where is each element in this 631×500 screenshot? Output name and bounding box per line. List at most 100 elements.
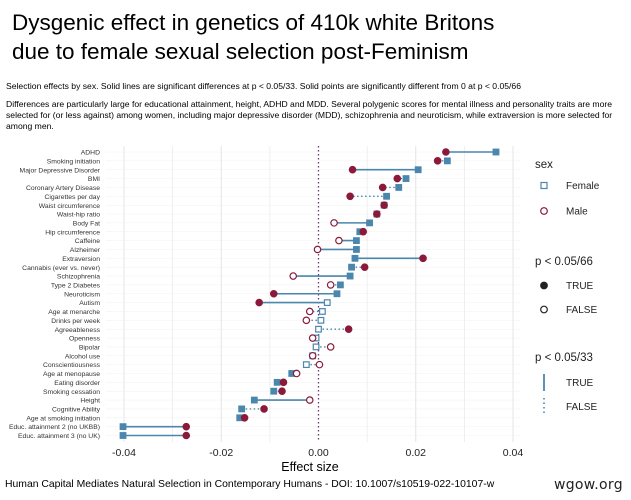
female-point [353,246,360,253]
category-label: Waist circumference [39,203,101,210]
category-label: Bipolar [79,345,101,352]
male-point [255,298,263,307]
legend-point-false-swatch [540,305,548,314]
category-label: Age at menarche [48,309,100,316]
female-point [492,148,500,156]
legend-female-label: Female [566,181,600,192]
legend-point-true-swatch [540,281,548,290]
legend-male-label: Male [566,207,588,218]
male-point [269,289,278,298]
male-point [359,227,368,236]
male-point [260,405,268,413]
male-point [393,174,402,183]
category-label: Hip circumference [45,229,100,236]
category-label: Schizophrenia [57,274,100,281]
female-point [336,281,344,289]
legend-male-swatch [540,207,548,215]
grid-lines [106,146,520,442]
legend-point-title: p < 0.05/66 [535,256,593,268]
category-label: Coronary Artery Disease [26,185,100,192]
female-point [443,157,451,165]
male-point [360,263,369,271]
citation: Human Capital Mediates Natural Selection… [5,479,495,490]
category-label: Caffeine [75,238,100,245]
category-label: BMI [88,176,100,183]
male-point [279,378,288,387]
category-label: Educ. attainment 2 (no UKBB) [9,424,100,431]
category-label: Neuroticism [64,291,100,298]
female-point [312,343,320,351]
female-point [318,308,326,315]
male-point [335,236,343,245]
female-point [270,387,278,395]
female-point [317,316,325,324]
watermark: wgow.org [554,477,623,493]
category-label: Alcohol use [65,353,100,360]
male-point [182,422,191,431]
male-point [302,316,311,325]
category-label: Agreeableness [55,327,101,334]
category-label: Openness [69,336,101,343]
male-point [330,219,338,227]
category-label: Smoking initiation [47,158,100,165]
female-point [353,237,360,244]
category-label: Educ. attainment 3 (no UK) [18,433,100,440]
category-label: Age at smoking initiation [26,415,100,422]
male-point [182,431,191,440]
male-point [315,360,324,369]
male-point [326,343,335,351]
female-point [119,432,127,439]
female-point [348,263,355,271]
legend-point-true-label: TRUE [566,281,594,292]
category-label: Conscientiousness [43,362,101,369]
subtitle-line-1: Selection effects by sex. Solid lines ar… [6,81,521,91]
male-point [240,413,249,422]
female-point [414,166,422,174]
category-label: Height [80,398,100,405]
subtitle-line-2: Differences are particularly large for e… [6,99,613,131]
legend-point-false-label: FALSE [566,305,597,316]
male-point [344,325,353,333]
female-point [273,378,281,386]
male-point [346,192,354,201]
female-point [238,405,246,413]
female-point [383,192,390,200]
x-tick-labels: -0.04 -0.02 0.00 0.02 0.04 [112,447,523,459]
category-label: Major Depressive Disorder [20,167,101,174]
category-label: Drinks per week [51,318,100,325]
male-point [380,201,388,209]
male-point [292,369,301,378]
female-point [346,272,354,280]
category-label: Smoking cessation [43,389,100,396]
category-label: Type 2 Diabetes [51,282,101,289]
x-tick-label: -0.04 [112,447,136,459]
female-point [351,254,359,262]
category-label: Age at menopause [43,371,100,378]
female-point [395,184,403,191]
category-label: Eating disorder [54,380,100,387]
male-point [308,334,317,342]
male-point [305,307,314,316]
legend-sex-title: sex [535,159,553,171]
legend-female-swatch [540,181,548,190]
category-label: Waist-hip ratio [57,212,100,219]
female-point [119,423,127,431]
male-point [308,351,317,360]
male-point [378,183,387,192]
legend-line-true-label: TRUE [566,378,594,389]
page-title: Dysgenic effect in genetics of 410k whit… [12,10,495,64]
male-point [313,245,322,254]
male-point [433,157,442,165]
male-point [278,387,286,396]
category-label: Cognitive Ability [52,407,101,414]
female-point [402,175,410,182]
female-point [323,299,331,307]
legend-line-title: p < 0.05/33 [535,352,593,364]
female-point [333,290,341,298]
x-tick-label: 0.02 [406,447,427,459]
male-point [442,148,450,156]
female-point [315,325,322,333]
category-label: ADHD [81,150,100,157]
